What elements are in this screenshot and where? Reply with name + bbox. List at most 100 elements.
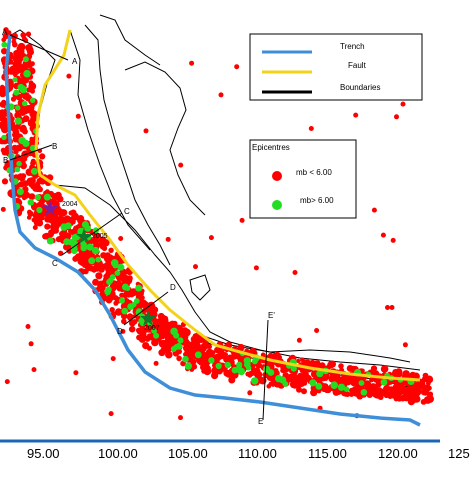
epicentre-small-dot [332,388,340,396]
epicentre-small-dot [91,267,97,273]
profile-label-c: C [52,259,58,268]
epicentre-large-dot [15,105,21,111]
epicentre-large-dot [30,167,38,175]
epicentre-large-dot [360,389,368,396]
epicentre-small-dot [142,327,149,333]
epicentre-small-dot [161,321,169,329]
epicentre-small-dot [200,349,205,355]
event-star-2005 [76,228,92,244]
epicentre-small-dot [51,221,58,229]
epicentre-large-dot [43,193,51,201]
epicentre-small-dot [274,370,280,377]
northern-peninsula [99,14,161,66]
epicentre-large-dot [177,337,184,344]
epicentre-small-dot [60,209,68,217]
epicentre-small-dot [143,128,149,134]
epicentre-large-dot [14,117,22,125]
epicentre-small-dot [413,384,420,390]
profile-label-b-prime: B [3,156,8,165]
epicentre-small-dot [214,346,221,354]
epicentre-small-dot [292,270,298,275]
epicentre-small-dot [296,386,302,393]
epicentre-small-dot [189,60,195,66]
epicentre-small-dot [100,293,105,298]
epicentre-small-dot [343,391,349,397]
epicentre-large-dot [105,286,112,293]
epicentre-small-dot [54,191,62,199]
epicentre-small-dot [316,388,322,394]
epicentre-small-dot [310,389,318,397]
epicentre-small-dot [14,58,22,66]
epicentre-small-dot [389,305,395,310]
epicentre-small-dot [253,265,259,271]
epicentre-small-dot [190,335,198,343]
epicentre-small-dot [351,381,357,387]
epicentre-small-dot [120,328,126,334]
x-tick-95: 95.00 [27,446,60,461]
epicentre-small-dot [26,215,32,220]
epicentre-small-dot [427,392,433,398]
epicentre-small-dot [111,311,116,317]
epicentre-small-dot [301,388,307,395]
epicentre-small-dot [338,363,344,369]
epicentre-small-dot [277,355,282,360]
epicentre-small-dot [25,31,32,37]
epicentre-small-dot [230,353,238,360]
epicentre-large-dot [117,263,125,271]
epicentre-small-dot [0,147,6,153]
epicentre-small-dot [31,367,37,373]
epicentre-large-dot [194,351,202,359]
epicentre-large-dot [251,377,259,385]
epicentre-small-dot [178,415,183,421]
epicentre-small-dot [29,102,36,108]
epicentre-large-dot [119,297,125,304]
epicentre-small-dot [229,374,235,380]
epicentre-small-dot [2,32,10,40]
event-star-2004 [42,200,58,216]
epicentre-small-dot [165,350,173,359]
epicentre-small-dot [208,235,214,241]
epicentre-small-dot [349,392,354,397]
epicentre-small-dot [377,394,384,400]
epicentre-large-dot [106,279,113,285]
epicentre-small-dot [109,307,115,313]
epicentre-small-dot [70,219,76,225]
epicentre-large-dot [237,367,246,376]
epicentre-small-dot [108,247,114,253]
epicentre-small-dot [314,360,321,368]
epicentre-small-dot [28,341,34,347]
legend-boundaries-label: Boundaries [340,83,380,92]
epicentre-small-dot [300,357,305,363]
epicentre-large-dot [330,381,339,390]
epicentre-large-dot [208,357,215,364]
legend-trench-label: Trench [340,42,365,51]
x-tick-100: 100.00 [98,446,138,461]
epicentre-small-dot [314,328,320,333]
epicentre-small-dot [16,46,22,52]
epicentre-small-dot [36,177,43,185]
epicentre-small-dot [22,128,28,135]
epicentre-small-dot [136,334,142,341]
epicentre-small-dot [403,394,410,402]
event-label-2004: 2004 [62,201,78,208]
epicentre-small-dot [390,237,396,243]
epicentre-small-dot [120,312,128,320]
epicentre-small-dot [400,101,406,107]
epicentre-small-dot [108,411,114,417]
epicentre-small-dot [27,119,36,127]
epicentre-large-dot [21,100,28,107]
epicentre-small-dot [213,353,222,362]
epicentre-small-dot [128,325,136,333]
epicentre-small-dot [19,110,26,116]
x-tick-105: 105.00 [168,446,208,461]
epicentre-large-dot [88,257,96,265]
epicentre-small-dot [44,223,51,230]
epicentre-large-dot [309,379,317,387]
epicentre-small-dot [322,374,329,381]
profile-label-d: D [117,327,123,336]
epicentre-small-dot [321,383,329,391]
epicentre-small-dot [425,381,431,386]
epicentre-large-dot [358,380,365,386]
epicentre-large-dot [121,307,129,315]
epicentre-small-dot [101,245,108,251]
